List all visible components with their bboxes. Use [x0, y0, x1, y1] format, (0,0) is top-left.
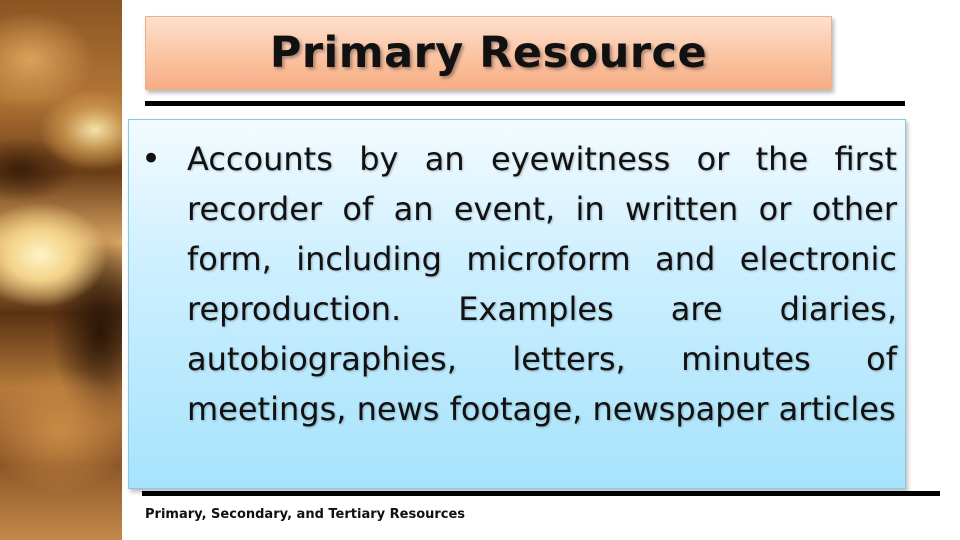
- title-box: Primary Resource: [145, 16, 832, 90]
- bullet-marker: •: [141, 139, 162, 179]
- bullet-text: Accounts by an eyewitness or the first r…: [187, 140, 897, 428]
- footer-divider: [142, 491, 940, 496]
- slide-footer: Primary, Secondary, and Tertiary Resourc…: [145, 507, 466, 522]
- title-divider: [145, 101, 905, 106]
- content-box: • Accounts by an eyewitness or the first…: [128, 119, 906, 489]
- decorative-side-image: [0, 0, 122, 540]
- slide-title: Primary Resource: [269, 28, 708, 78]
